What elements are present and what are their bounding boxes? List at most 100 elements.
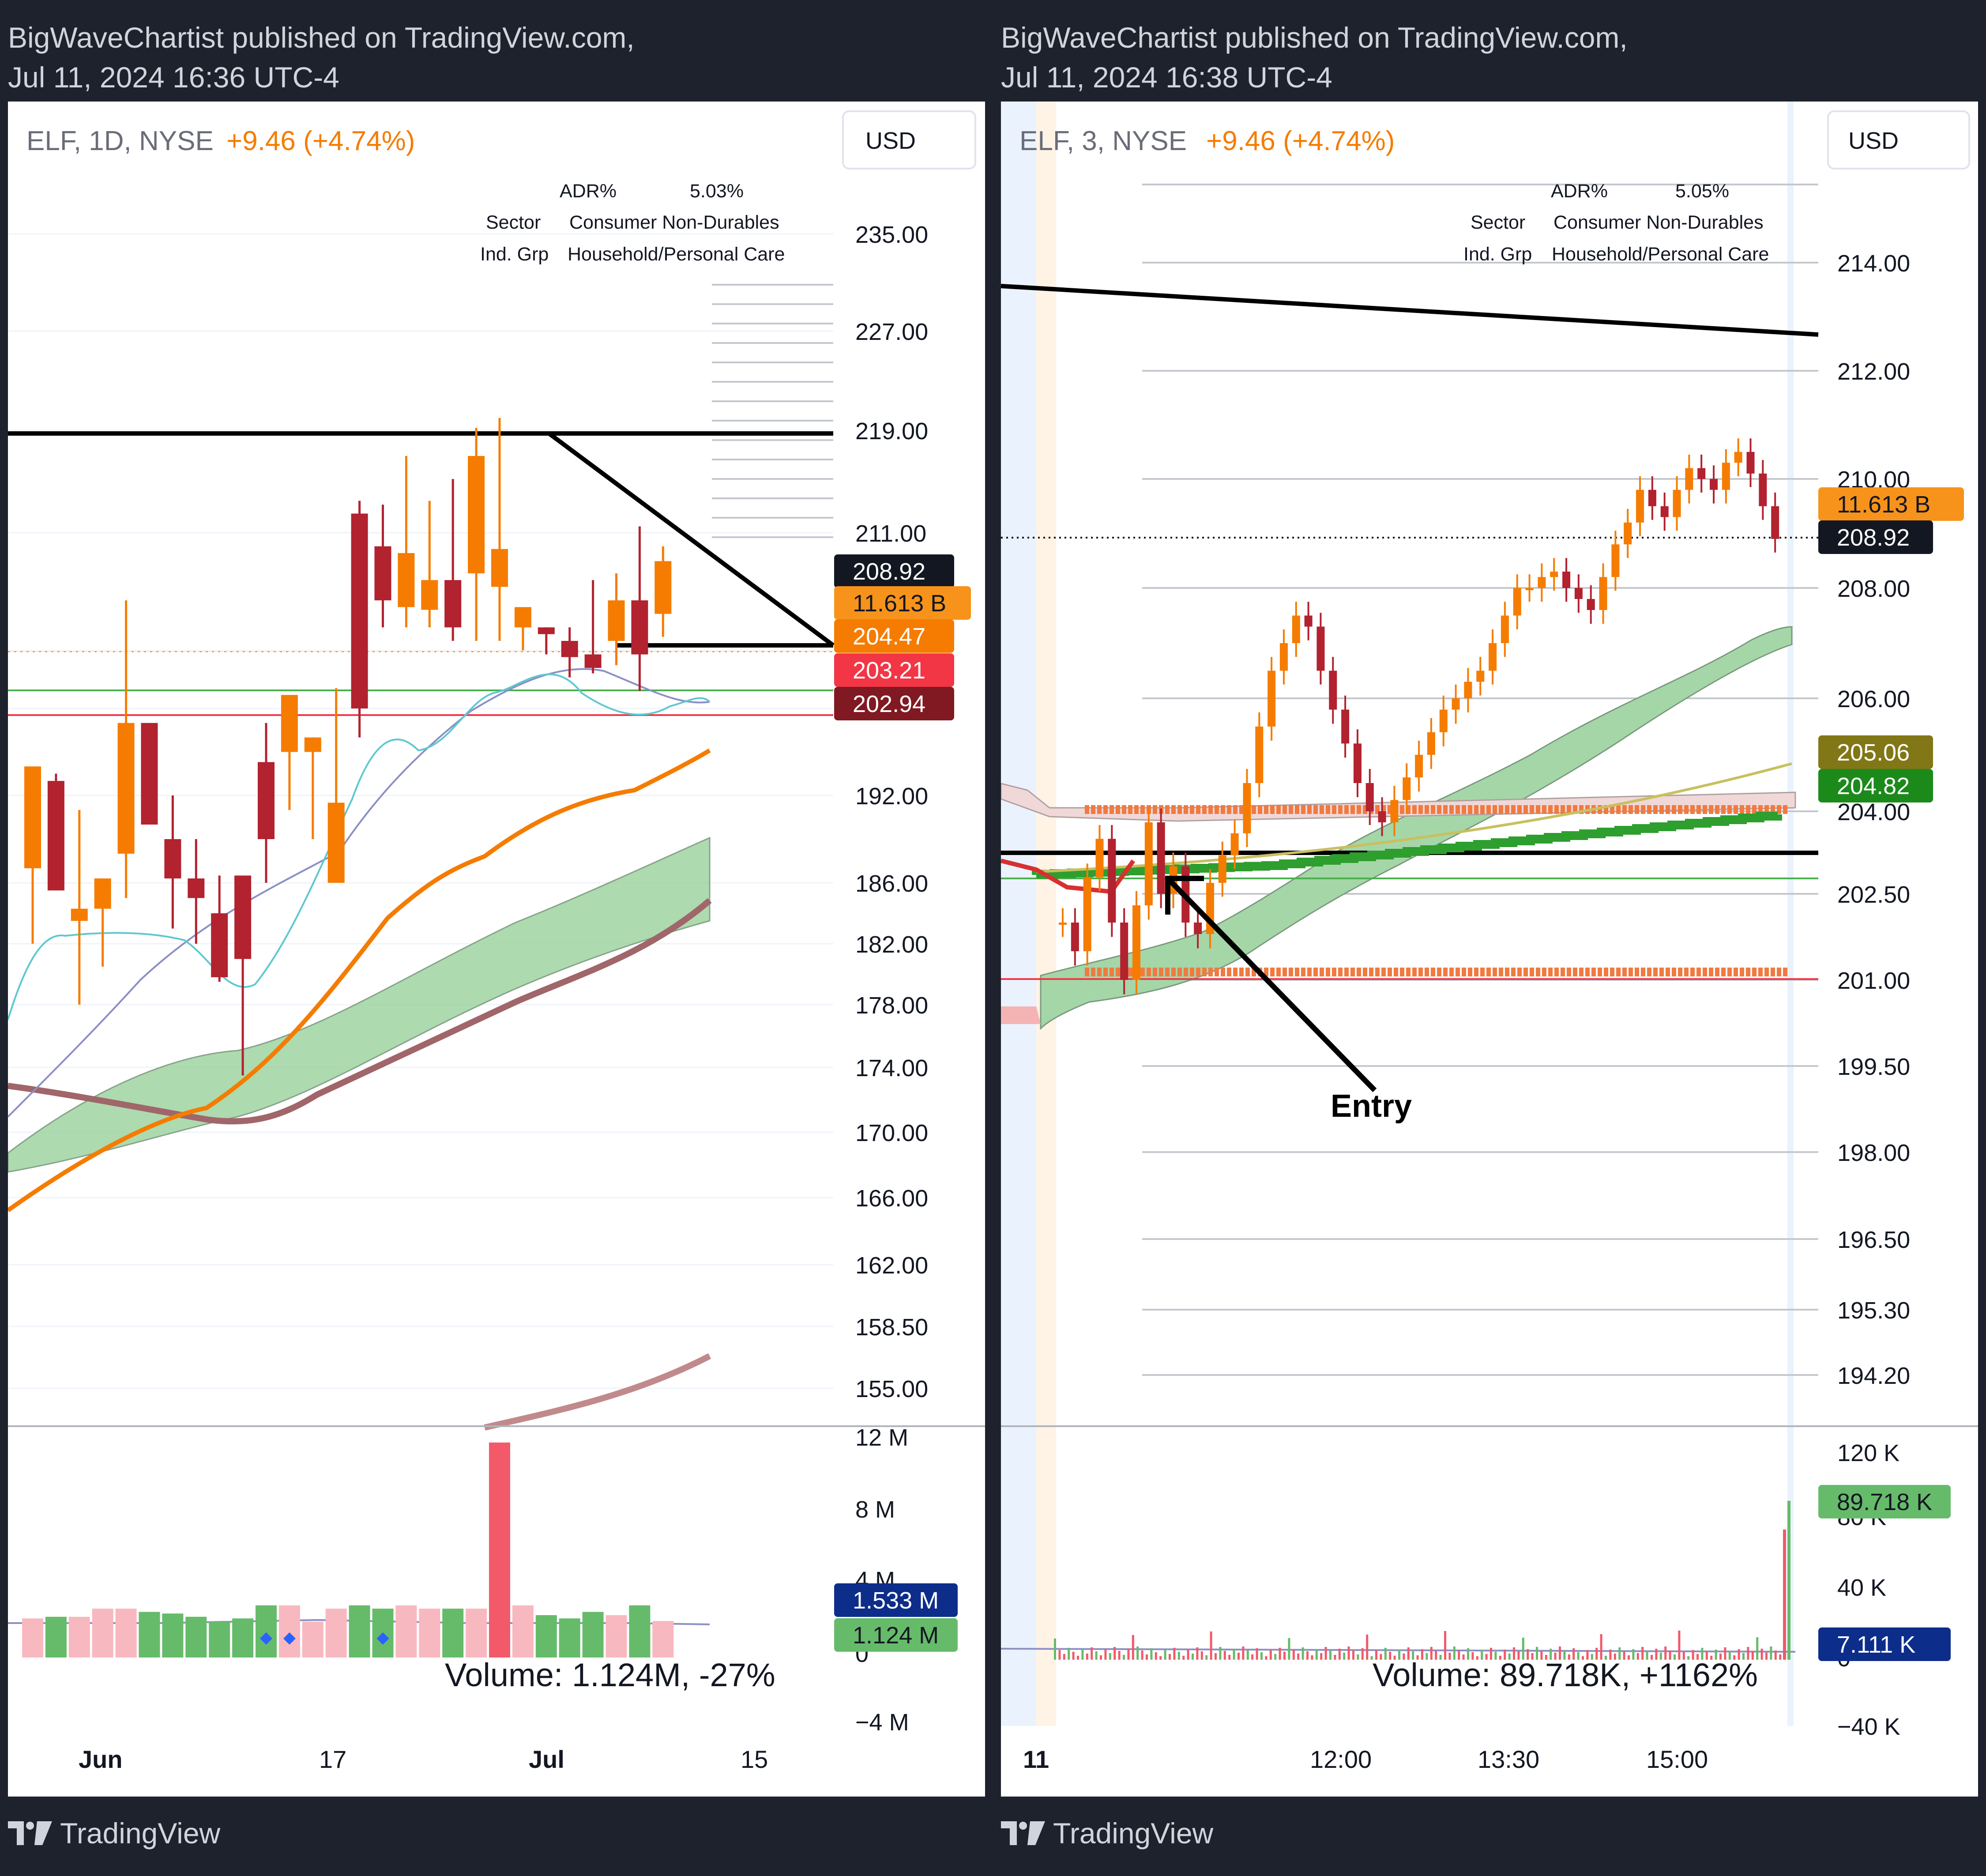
candle bbox=[1746, 438, 1755, 487]
candle-body bbox=[514, 607, 531, 628]
price-axis[interactable]: 214.00212.00210.00208.00206.00204.00202.… bbox=[1837, 250, 1910, 1389]
intraday-chart-panel[interactable]: ELF, 3, NYSE +9.46 (+4.74%) USD ADR% 5.0… bbox=[1001, 102, 1978, 1797]
volume-bar bbox=[1779, 1654, 1782, 1660]
volume-bar bbox=[68, 1616, 90, 1658]
candle-body bbox=[1059, 923, 1067, 925]
volume-bar bbox=[1674, 1654, 1676, 1660]
change-label: +9.46 (+4.74%) bbox=[1206, 126, 1395, 156]
adr-value: 5.05% bbox=[1675, 181, 1729, 202]
price-tick-label: 208.00 bbox=[1837, 576, 1910, 602]
candles[interactable] bbox=[1059, 438, 1779, 995]
volume-bar bbox=[1476, 1656, 1478, 1660]
candle-body bbox=[1120, 923, 1128, 980]
candle-body bbox=[1759, 473, 1767, 506]
candle bbox=[1550, 558, 1558, 591]
volume-bar bbox=[1632, 1649, 1635, 1660]
time-axis[interactable]: Jun 17 Jul 15 bbox=[79, 1745, 768, 1773]
candle-body bbox=[398, 553, 415, 607]
volume-bar bbox=[1724, 1647, 1726, 1660]
daily-chart-svg[interactable]: ELF, 1D, NYSE +9.46 (+4.74%) USD ADR% 5.… bbox=[8, 102, 985, 1797]
price-axis[interactable]: 235.00227.00219.00211.00198.00192.00186.… bbox=[855, 222, 928, 1402]
volume-tick-label: −40 K bbox=[1837, 1714, 1900, 1740]
volume-bar bbox=[1628, 1655, 1630, 1660]
open-shading bbox=[1036, 102, 1056, 1726]
intraday-chart-svg[interactable]: ELF, 3, NYSE +9.46 (+4.74%) USD ADR% 5.0… bbox=[1001, 102, 1978, 1797]
candle-body bbox=[1697, 468, 1706, 479]
currency-button[interactable] bbox=[842, 110, 976, 170]
volume-bar bbox=[559, 1618, 580, 1658]
price-badge-text: 204.82 bbox=[1837, 773, 1910, 799]
volume-bar bbox=[1701, 1648, 1704, 1660]
volume-bar bbox=[489, 1442, 510, 1658]
candle-body bbox=[1550, 571, 1558, 577]
volume-tick-label: 40 K bbox=[1837, 1575, 1886, 1601]
volume-bar bbox=[1380, 1654, 1382, 1660]
volume-bar bbox=[1058, 1650, 1061, 1660]
candle bbox=[1636, 476, 1644, 536]
volume-bar bbox=[1504, 1650, 1506, 1660]
candle bbox=[1218, 841, 1226, 897]
volume-bar bbox=[1577, 1652, 1580, 1660]
volume-bar bbox=[1269, 1650, 1272, 1660]
time-axis[interactable]: 11 12:00 13:30 15:00 bbox=[1023, 1745, 1708, 1773]
candle bbox=[1329, 657, 1337, 724]
volume-bar bbox=[22, 1618, 43, 1658]
volume-bar bbox=[1196, 1647, 1199, 1660]
volume-bar bbox=[1146, 1654, 1148, 1660]
volume-bar bbox=[1582, 1656, 1584, 1660]
daily-chart-panel[interactable]: ELF, 1D, NYSE +9.46 (+4.74%) USD ADR% 5.… bbox=[8, 102, 985, 1797]
adr-value: 5.03% bbox=[690, 181, 744, 202]
publisher-line-right-2: Jul 11, 2024 16:38 UTC-4 bbox=[1001, 61, 1332, 94]
volume-bar bbox=[1664, 1646, 1667, 1660]
candle bbox=[1365, 769, 1374, 825]
volume-bar bbox=[1770, 1646, 1772, 1660]
volume-bar bbox=[1334, 1655, 1336, 1660]
volume-bar bbox=[1237, 1653, 1240, 1660]
candle-body bbox=[561, 640, 578, 657]
price-tick-label: 212.00 bbox=[1837, 358, 1910, 385]
candle bbox=[491, 418, 508, 641]
price-tick-label: 166.00 bbox=[855, 1185, 928, 1212]
volume-bar bbox=[162, 1613, 184, 1658]
price-tick-label: 162.00 bbox=[855, 1252, 928, 1279]
candle-body bbox=[1329, 671, 1337, 710]
price-badge-bg bbox=[1818, 520, 1933, 554]
price-badge-bg bbox=[834, 586, 971, 620]
candle-body bbox=[1279, 643, 1288, 671]
price-badge: 205.06 bbox=[1818, 735, 1933, 769]
volume-bar bbox=[1522, 1638, 1524, 1660]
currency-button[interactable] bbox=[1827, 110, 1970, 170]
volume-badge: 1.533 M bbox=[834, 1583, 958, 1617]
candle-body bbox=[1710, 479, 1718, 490]
candle-body bbox=[24, 766, 41, 868]
group-label: Ind. Grp bbox=[480, 244, 549, 265]
candle bbox=[1316, 613, 1325, 685]
price-tick-label: 219.00 bbox=[855, 418, 928, 445]
candle bbox=[234, 875, 252, 1076]
volume-bar bbox=[1274, 1654, 1277, 1660]
volume-bar bbox=[1453, 1646, 1456, 1660]
price-badge-text: 205.06 bbox=[1837, 739, 1910, 766]
candles[interactable] bbox=[24, 418, 672, 1076]
volume-bar bbox=[1233, 1649, 1235, 1660]
volume-axis[interactable]: 12 M8 M4 M0−4 M bbox=[855, 1424, 909, 1736]
candle-body bbox=[1439, 709, 1448, 732]
candle-body bbox=[1722, 463, 1730, 490]
candle bbox=[1108, 825, 1116, 937]
volume-bar bbox=[1715, 1650, 1717, 1660]
volume-bar bbox=[1164, 1650, 1166, 1660]
publisher-line-right-1: BigWaveChartist published on TradingView… bbox=[1001, 21, 1628, 54]
price-tick-label: 182.00 bbox=[855, 931, 928, 958]
candle bbox=[1378, 797, 1386, 836]
volume-bar bbox=[1072, 1652, 1075, 1660]
candle-body bbox=[117, 723, 135, 854]
candle bbox=[1083, 863, 1091, 966]
price-badge-bg bbox=[1818, 735, 1933, 769]
candle bbox=[1685, 454, 1693, 504]
price-tick-label: 202.50 bbox=[1837, 881, 1910, 908]
volume-badge-bg bbox=[834, 1583, 958, 1617]
volume-bar bbox=[1192, 1654, 1194, 1660]
candle-body bbox=[538, 627, 555, 634]
premarket-shading bbox=[1001, 102, 1036, 1726]
volume-bar bbox=[1550, 1649, 1552, 1660]
